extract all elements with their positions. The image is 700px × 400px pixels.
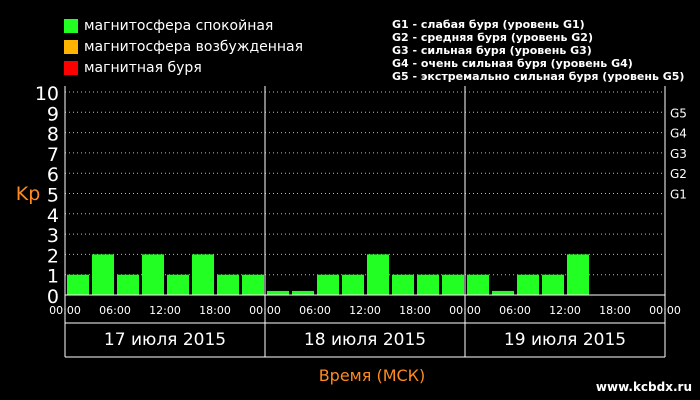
kp-bar: [267, 290, 289, 295]
y-tick-label: 0: [47, 286, 59, 308]
y-tick-label: 9: [47, 103, 59, 125]
kp-bar: [542, 274, 564, 295]
x-tick-label: 00:00: [49, 304, 81, 317]
y-tick-label: 6: [47, 164, 59, 186]
legend-label-storm: магнитная буря: [84, 59, 202, 76]
kp-bar: [317, 274, 339, 295]
legend: магнитосфера спокойная магнитосфера возб…: [64, 15, 303, 78]
x-axis-label: Время (МСК): [319, 366, 426, 385]
x-tick-label: 06:00: [99, 304, 131, 317]
kp-bar: [142, 254, 164, 295]
g-tick-label: G4: [670, 127, 687, 141]
y-tick-label: 5: [47, 185, 59, 207]
kp-bar: [442, 274, 464, 295]
storm-level-g2: G2 - средняя буря (уровень G2): [392, 31, 593, 44]
y-tick-label: 8: [47, 124, 59, 146]
kp-bar: [192, 254, 214, 295]
storm-level-g4: G4 - очень сильная буря (уровень G4): [392, 57, 633, 70]
g-tick-label: G2: [670, 167, 687, 181]
x-tick-label: 12:00: [349, 304, 381, 317]
x-tick-label: 18:00: [399, 304, 431, 317]
storm-level-g3: G3 - сильная буря (уровень G3): [392, 44, 592, 57]
date-label: 19 июля 2015: [504, 330, 626, 350]
kp-bar: [392, 274, 414, 295]
legend-item-excited: магнитосфера возбужденная: [64, 36, 303, 57]
storm-level-g1: G1 - слабая буря (уровень G1): [392, 18, 585, 31]
g-tick-label: G3: [670, 147, 687, 161]
kp-bar: [417, 274, 439, 295]
y-tick-label: 4: [47, 205, 59, 227]
kp-bar: [292, 290, 314, 295]
kp-bar: [567, 254, 589, 295]
kp-bar: [517, 274, 539, 295]
y-tick-label: 3: [47, 225, 59, 247]
legend-label-excited: магнитосфера возбужденная: [84, 38, 304, 55]
g-tick-label: G1: [670, 188, 687, 202]
storm-level-g5: G5 - экстремально сильная буря (уровень …: [392, 70, 685, 83]
y-tick-label: 10: [35, 83, 59, 105]
legend-swatch-storm: [64, 60, 78, 75]
x-tick-label: 18:00: [599, 304, 631, 317]
kp-bar: [367, 254, 389, 295]
x-tick-label: 12:00: [549, 304, 581, 317]
legend-item-storm: магнитная буря: [64, 57, 303, 78]
legend-swatch-calm: [64, 18, 78, 33]
kp-bar: [242, 274, 264, 295]
x-tick-label: 00:00: [449, 304, 481, 317]
kp-bar: [117, 274, 139, 295]
legend-label-calm: магнитосфера спокойная: [84, 17, 274, 34]
y-tick-label: 1: [47, 266, 59, 288]
legend-swatch-excited: [64, 39, 78, 54]
g-tick-label: G5: [670, 106, 687, 120]
x-tick-label: 12:00: [149, 304, 181, 317]
kp-bar: [67, 274, 89, 295]
x-tick-label: 00:00: [249, 304, 281, 317]
x-tick-label: 06:00: [499, 304, 531, 317]
kp-bar: [92, 254, 114, 295]
legend-item-calm: магнитосфера спокойная: [64, 15, 303, 36]
date-label: 17 июля 2015: [104, 330, 226, 350]
x-tick-label: 18:00: [199, 304, 231, 317]
kp-bar: [467, 274, 489, 295]
kp-bar: [167, 274, 189, 295]
y-axis-label: Kp: [16, 183, 41, 205]
x-tick-label: 00:00: [649, 304, 681, 317]
site-url[interactable]: www.kcbdx.ru: [595, 380, 692, 394]
x-tick-label: 06:00: [299, 304, 331, 317]
y-tick-label: 2: [47, 245, 59, 267]
kp-bar: [342, 274, 364, 295]
kp-bar: [217, 274, 239, 295]
date-label: 18 июля 2015: [304, 330, 426, 350]
storm-level-legend: G1 - слабая буря (уровень G1) G2 - средн…: [392, 18, 684, 83]
kp-bar: [492, 290, 514, 295]
y-tick-label: 7: [47, 144, 59, 166]
